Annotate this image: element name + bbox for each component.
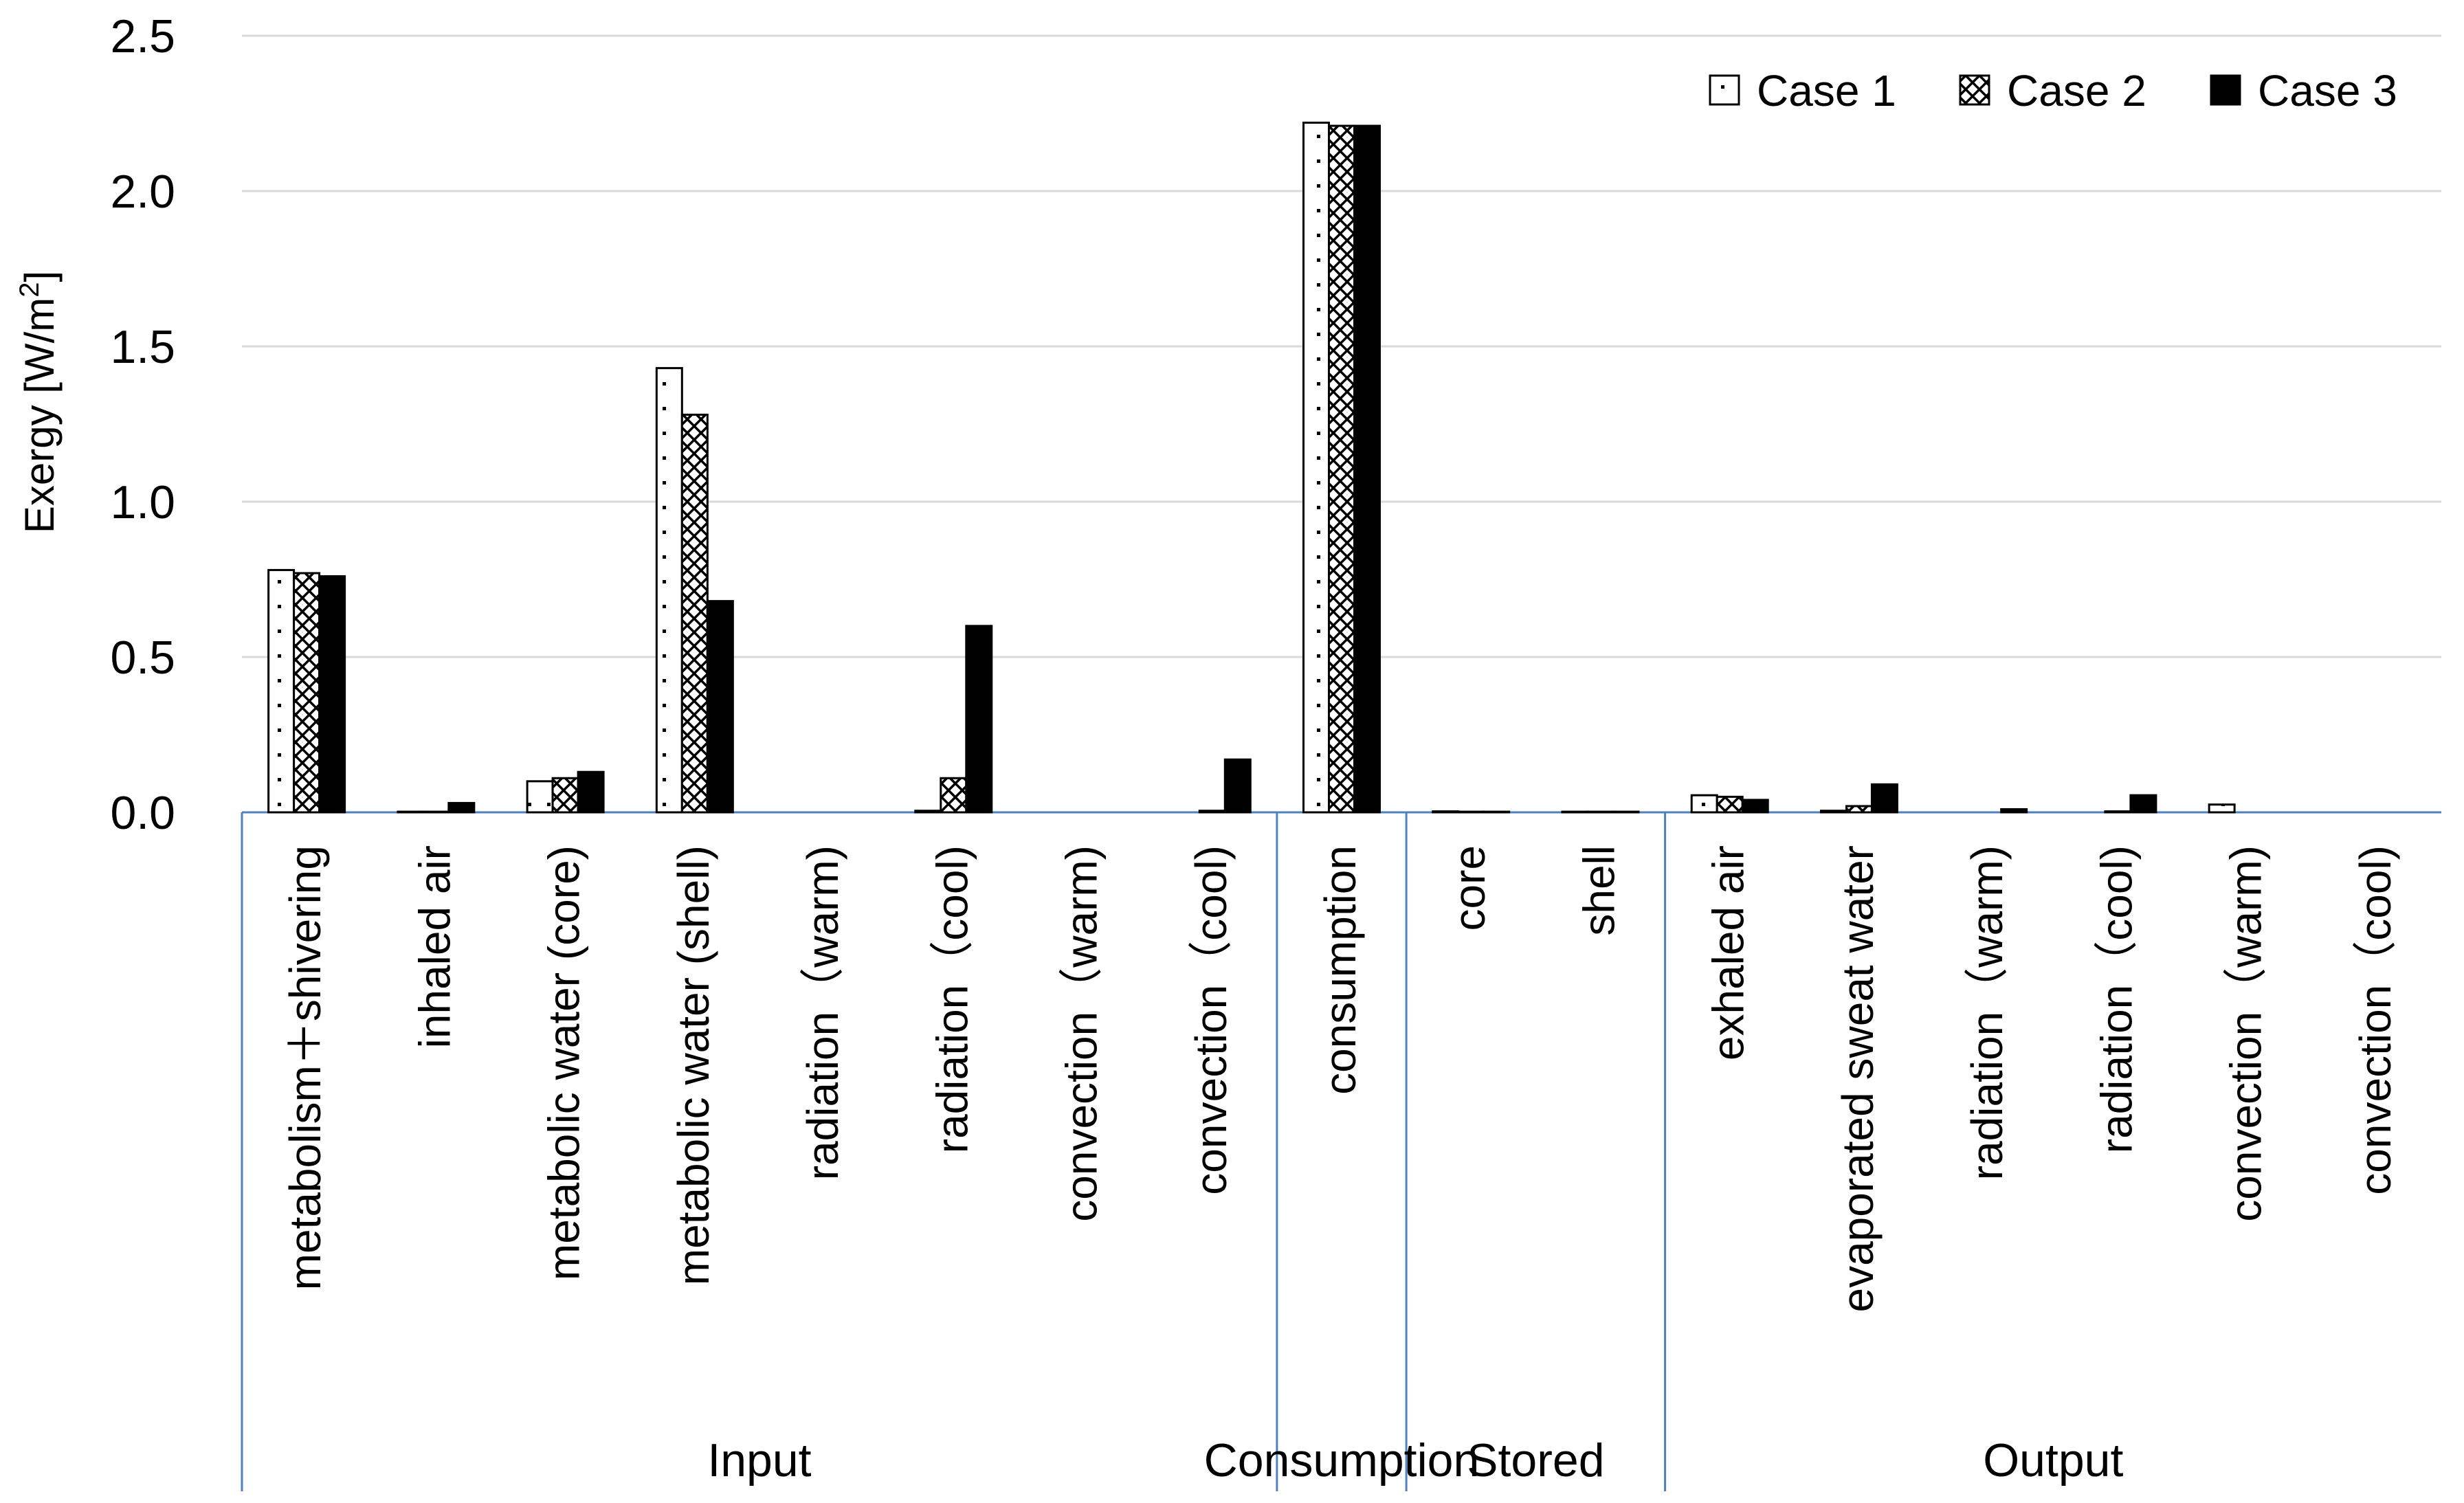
y-tick-labels: 0.0 0.5 1.0 1.5 2.0 2.5 <box>110 10 175 839</box>
bar <box>1716 795 1744 814</box>
bar <box>2129 794 2157 814</box>
bar <box>914 810 942 814</box>
category-label: convection（cool) <box>2351 845 2400 1195</box>
bar <box>577 770 605 814</box>
bar <box>526 780 554 814</box>
legend: Case 1 Case 2 Case 3 <box>1709 66 2397 115</box>
bar <box>1353 124 1381 814</box>
bar <box>655 367 683 814</box>
bar <box>1819 810 1847 814</box>
bar <box>1223 758 1252 814</box>
y-tick-label: 1.5 <box>110 321 175 373</box>
legend-label: Case 1 <box>1757 66 1896 115</box>
bar <box>1198 810 1226 814</box>
y-axis-title: Exergy [W/m2] <box>14 271 63 533</box>
group-label: Stored <box>1467 1434 1604 1487</box>
bar <box>447 801 476 814</box>
bar <box>940 777 968 814</box>
category-label: consumption <box>1316 845 1365 1095</box>
category-label: shell <box>1574 845 1623 936</box>
y-tick-label: 0.5 <box>110 632 175 684</box>
category-label: radiation（cool) <box>2091 845 2141 1153</box>
category-label: inhaled air <box>410 845 459 1048</box>
category-label: exhaled air <box>1704 845 1753 1060</box>
y-tick-label: 2.0 <box>110 166 175 218</box>
bar <box>965 625 993 814</box>
group-label: Input <box>707 1434 811 1487</box>
bar <box>680 413 709 814</box>
group-label: Consumption <box>1204 1434 1480 1487</box>
bar <box>1302 122 1330 814</box>
bar <box>293 572 321 814</box>
category-label: convection（warm) <box>2221 845 2271 1222</box>
category-label: radiation（warm) <box>1962 845 2012 1180</box>
category-labels: metabolism＋shivering inhaled air metabolic… <box>280 845 2400 1313</box>
bar <box>1741 799 1769 814</box>
category-label: radiation（warm) <box>798 845 847 1180</box>
bar <box>1845 805 1873 814</box>
bars <box>267 122 2236 814</box>
legend-swatch <box>1709 74 1740 106</box>
legend-swatch <box>2210 74 2241 106</box>
category-label: metabolic water (core) <box>540 845 589 1280</box>
legend-label: Case 2 <box>2007 66 2146 115</box>
category-label: convection（cool) <box>1186 845 1236 1195</box>
category-label: evaporated sweat water <box>1833 845 1883 1313</box>
category-label: metabolic water (shell) <box>669 845 718 1285</box>
legend-label: Case 3 <box>2258 66 2397 115</box>
category-label: core <box>1445 845 1494 931</box>
bar <box>1328 124 1355 814</box>
y-tick-label: 2.5 <box>110 10 175 63</box>
bar <box>1690 794 1718 814</box>
bar <box>2208 803 2236 814</box>
group-label: Output <box>1983 1434 2123 1487</box>
legend-swatch <box>1959 74 1990 106</box>
bar <box>706 600 734 814</box>
y-tick-label: 1.0 <box>110 476 175 528</box>
bar <box>2000 808 2028 814</box>
bar <box>267 568 296 814</box>
y-tick-label: 0.0 <box>110 787 175 839</box>
category-label: metabolism＋shivering <box>280 845 330 1290</box>
bar <box>551 777 579 814</box>
bar <box>1870 783 1898 814</box>
category-label: convection（warm) <box>1057 845 1107 1222</box>
bar <box>318 575 346 814</box>
category-label: radiation（cool) <box>927 845 977 1153</box>
